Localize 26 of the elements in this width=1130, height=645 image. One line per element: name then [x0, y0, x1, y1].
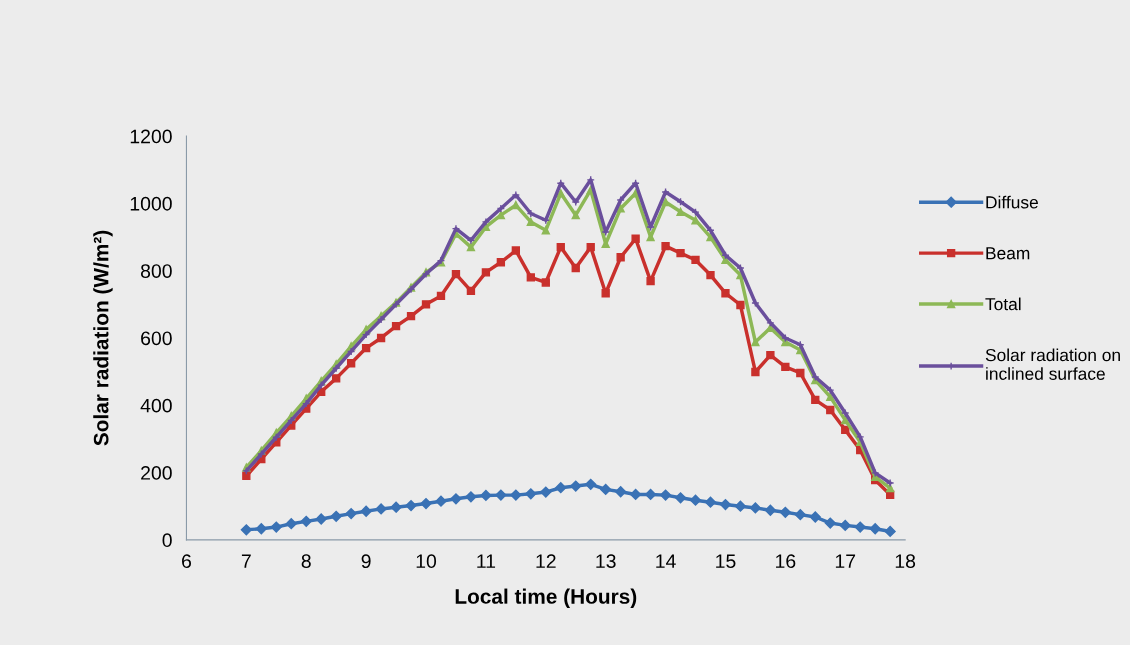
x-tick-label: 9 — [361, 554, 371, 569]
x-tick-label: 6 — [182, 554, 191, 569]
y-tick-label: 200 — [141, 466, 172, 480]
x-tick-label: 13 — [596, 554, 616, 569]
legend-label: Beam — [986, 247, 1030, 260]
y-tick-label: 400 — [140, 398, 172, 413]
x-tick-label: 18 — [895, 554, 916, 569]
y-tick-label: 600 — [141, 331, 172, 346]
legend-label: Diffuse — [986, 195, 1038, 209]
x-tick-label: 16 — [776, 554, 796, 569]
x-tick-label: 12 — [536, 554, 556, 568]
y-tick-label: 1200 — [130, 129, 172, 144]
x-tick-label: 14 — [656, 554, 676, 568]
x-tick-label: 10 — [416, 554, 437, 569]
x-tick-label: 17 — [835, 554, 856, 568]
y-tick-label: 800 — [140, 264, 172, 278]
x-tick-label: 8 — [301, 554, 311, 569]
x-axis-title: Local time (Hours) — [455, 588, 637, 608]
legend-label: Solar radiation on inclined surface — [985, 348, 1120, 380]
y-tick-label: 1000 — [130, 196, 172, 211]
y-axis-title: Solar radiation (W/m²) — [93, 230, 113, 446]
x-tick-label: 15 — [716, 554, 736, 569]
x-tick-label: 11 — [477, 554, 496, 568]
x-tick-label: 7 — [241, 554, 251, 568]
y-tick-label: 0 — [162, 533, 172, 548]
legend-label: Total — [985, 297, 1021, 311]
